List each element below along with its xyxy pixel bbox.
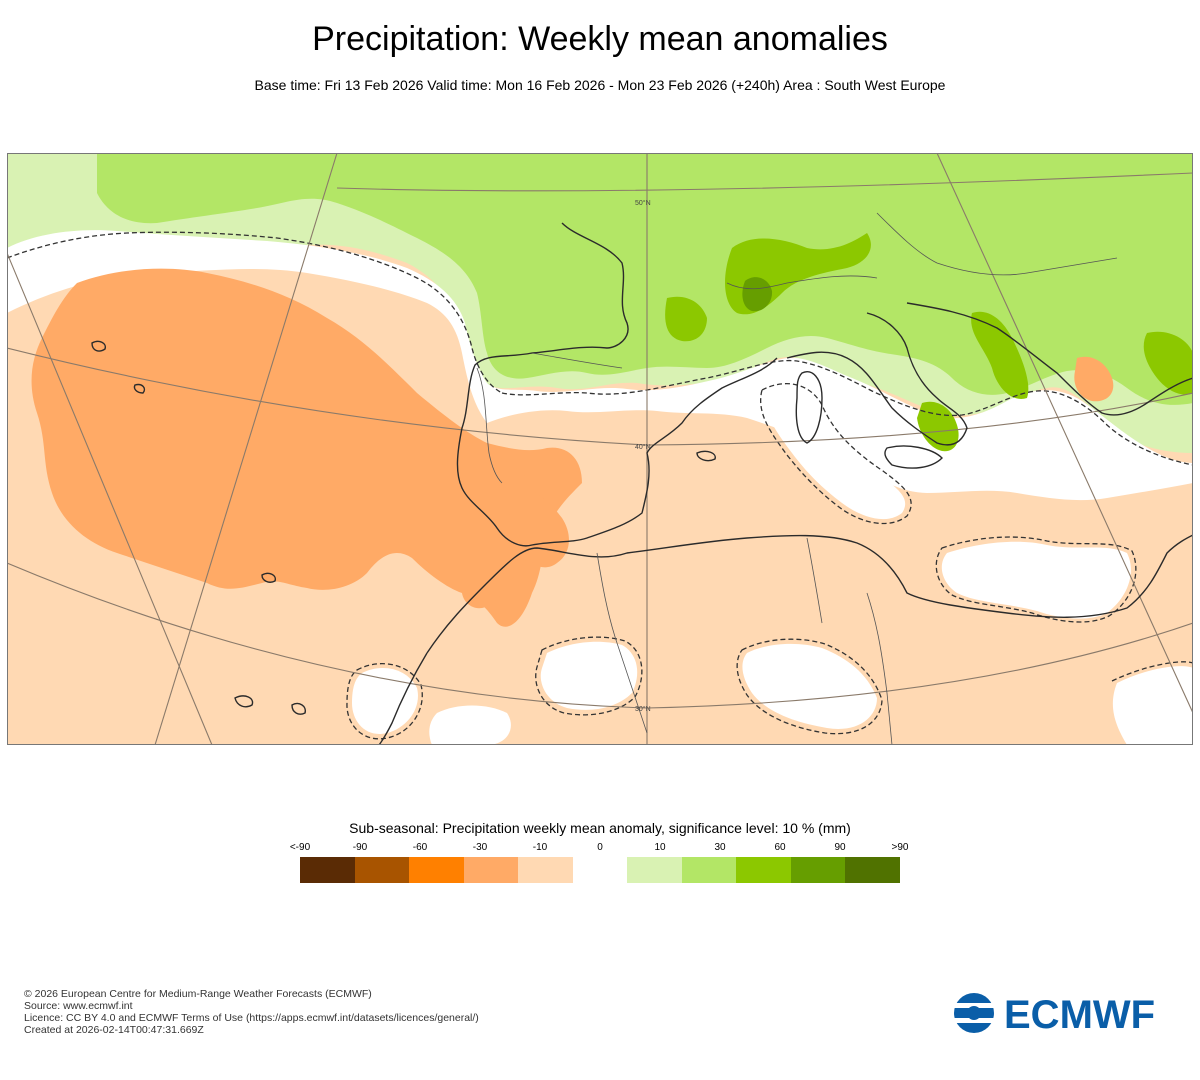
- sig-contour-sahara3: [346, 663, 423, 740]
- border-spain-portugal: [476, 367, 503, 484]
- footer-licence: Licence: CC BY 4.0 and ECMWF Terms of Us…: [24, 1012, 479, 1024]
- field-white-sahara4: [1112, 666, 1193, 745]
- border-algeria-tunisia: [806, 537, 823, 624]
- gridline-label-40n: 40°N: [635, 443, 651, 451]
- sig-contour-mid: [501, 359, 1193, 466]
- field-white-north: [7, 230, 1193, 501]
- coastline-canaries-2: [291, 702, 306, 715]
- border-alps: [726, 275, 878, 290]
- ecmwf-logo-mark: [952, 993, 996, 1033]
- legend-tick-label: -60: [412, 842, 428, 853]
- legend-swatch: [518, 857, 573, 883]
- sig-contour-north: [7, 231, 503, 394]
- graticule-lon-20w: [7, 252, 213, 745]
- footer-source: Source: www.ecmwf.int: [24, 1000, 133, 1012]
- coastline-canaries-1: [234, 695, 254, 708]
- footer-credits: © 2026 European Centre for Medium-Range …: [24, 988, 479, 1036]
- coastline-north-africa: [426, 534, 1193, 654]
- field-green-mid: [97, 153, 1193, 405]
- coastline-france-iberia: [456, 222, 778, 547]
- field-orange-greece: [1074, 356, 1114, 402]
- legend-swatch: [736, 857, 791, 883]
- legend-colorbar: [300, 857, 901, 883]
- legend-swatch: [845, 857, 901, 883]
- gridline-label-50n: 50°N: [635, 199, 651, 207]
- legend-tick-label: >90: [891, 842, 909, 853]
- legend-swatch: [681, 857, 737, 883]
- graticule-lat-40: [7, 347, 1193, 446]
- field-orange-atlantic: [31, 268, 583, 627]
- legend-swatch: [300, 857, 355, 883]
- legend-tick-label: 0: [597, 842, 603, 853]
- legend-swatch: [409, 857, 464, 883]
- border-libya: [866, 592, 893, 745]
- field-green-adriatic: [971, 311, 1029, 399]
- anomaly-map[interactable]: 50°N 40°N 30°N: [7, 153, 1193, 745]
- field-green-italy: [917, 401, 959, 452]
- field-white-med: [941, 541, 1131, 619]
- field-green-dark-alps: [742, 277, 773, 312]
- ecmwf-logo: ECMWF: [952, 993, 1155, 1034]
- legend-swatch: [790, 857, 846, 883]
- coastline-balearic: [696, 450, 716, 462]
- field-white-sahara3: [352, 668, 418, 734]
- legend-title: Sub-seasonal: Precipitation weekly mean …: [349, 820, 851, 836]
- legend-tick-label: 30: [714, 842, 726, 853]
- border-france-spain: [531, 352, 623, 369]
- sig-contour-med: [935, 536, 1137, 623]
- legend-tick-label: <-90: [289, 842, 311, 853]
- sig-contour-tyrrh: [760, 383, 912, 525]
- field-orange-atlas: [507, 483, 569, 568]
- legend-swatch: [627, 857, 682, 883]
- legend-ticks: <-90 -90 -60 -30 -10 0 10 30 60 90 >90: [270, 842, 930, 856]
- coastline-sardinia: [795, 371, 823, 444]
- sig-contour-south: [1111, 661, 1193, 682]
- coastline-azores-2: [133, 383, 146, 394]
- legend-tick-label: 60: [774, 842, 786, 853]
- footer-copyright: © 2026 European Centre for Medium-Range …: [24, 988, 372, 1000]
- graticule-lon-10e: [936, 153, 1193, 714]
- gridline-label-30n: 30°N: [635, 705, 651, 713]
- legend-tick-label: 90: [834, 842, 846, 853]
- field-green-balkan: [1143, 331, 1193, 395]
- field-white-sahara2: [540, 641, 638, 710]
- legend-tick-label: -30: [472, 842, 488, 853]
- graticule-lat-30: [7, 562, 1193, 709]
- map-frame: [7, 153, 1193, 745]
- legend-swatch: [463, 857, 519, 883]
- border-algeria-morocco: [596, 552, 648, 734]
- field-white-sahara1: [742, 643, 877, 729]
- field-white-tyrrh: [766, 388, 906, 520]
- chart-title: Precipitation: Weekly mean anomalies: [312, 20, 888, 58]
- border-central-europe: [876, 212, 1118, 276]
- legend-tick-label: 10: [654, 842, 666, 853]
- legend-tick-label: -90: [352, 842, 368, 853]
- legend-swatch: [572, 857, 628, 883]
- coastline-italy: [786, 312, 968, 446]
- coastline-sicily: [884, 445, 943, 469]
- legend-swatch: [354, 857, 410, 883]
- coastline-atlantic-africa: [378, 652, 428, 745]
- footer-created: Created at 2026-02-14T00:47:31.669Z: [24, 1024, 204, 1036]
- field-green-france: [665, 296, 707, 342]
- graticule-lon-10w: [154, 153, 338, 745]
- field-white-sahara5: [429, 705, 511, 745]
- chart-subtitle: Base time: Fri 13 Feb 2026 Valid time: M…: [254, 77, 946, 93]
- coastline-azores-1: [91, 340, 106, 352]
- sig-contour-sahara1: [736, 638, 883, 735]
- coastline-balkans: [906, 302, 1193, 416]
- legend-tick-label: -10: [532, 842, 548, 853]
- coastline-madeira: [261, 572, 276, 583]
- ecmwf-logo-text: ECMWF: [1004, 993, 1155, 1034]
- graticule-lat-50: [336, 172, 1193, 192]
